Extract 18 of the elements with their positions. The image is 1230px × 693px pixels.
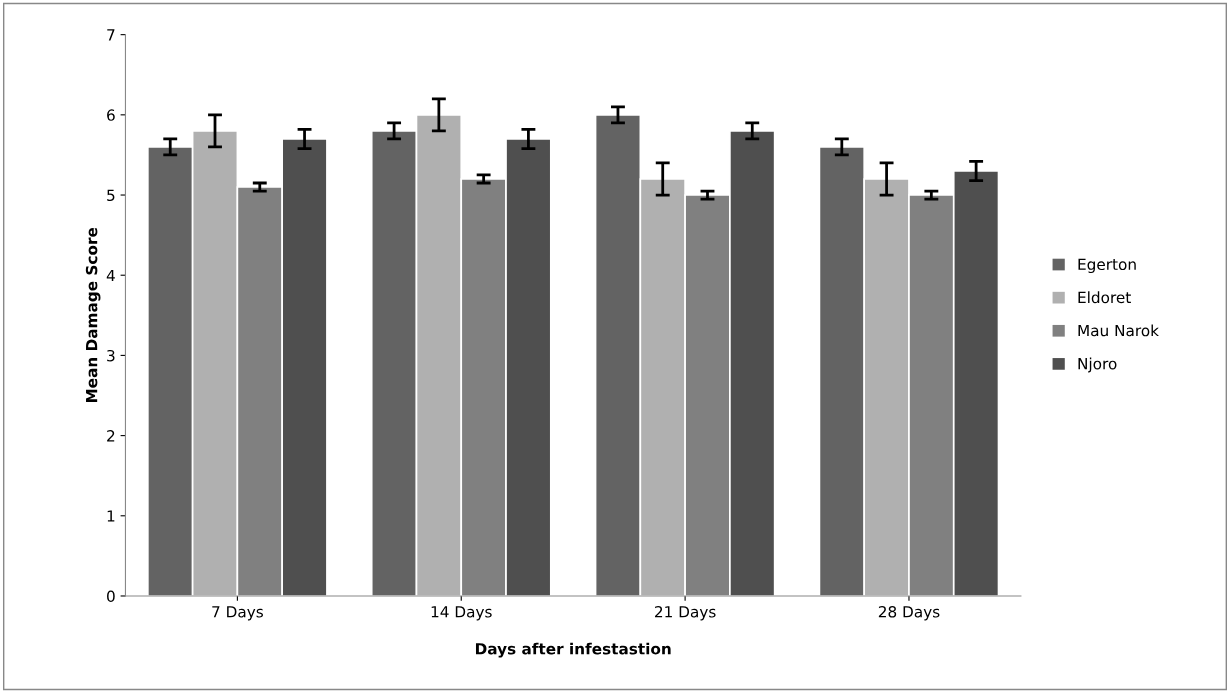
x-tick-label: 7 Days bbox=[212, 606, 263, 621]
legend-label: Eldoret bbox=[1078, 291, 1131, 304]
x-tick-label: 28 Days bbox=[878, 605, 940, 621]
x-tick-label: 14 Days bbox=[431, 606, 492, 621]
y-tick-label: 5 bbox=[107, 189, 115, 202]
x-axis-title: Days after infestastion bbox=[475, 642, 671, 658]
legend-label: Egerton bbox=[1078, 258, 1136, 274]
legend-label: Njoro bbox=[1078, 357, 1117, 373]
y-tick-label: 2 bbox=[107, 430, 115, 442]
y-tick-label: 7 bbox=[107, 29, 115, 41]
y-axis-title: Mean Damage Score bbox=[85, 227, 101, 403]
y-tick-label: 6 bbox=[107, 109, 115, 121]
legend-label: Mau Narok bbox=[1078, 324, 1159, 337]
x-tick-label: 21 Days bbox=[655, 605, 716, 621]
y-tick-label: 1 bbox=[107, 510, 115, 522]
y-tick-label: 4 bbox=[106, 269, 115, 282]
y-tick-label: 0 bbox=[107, 590, 115, 602]
y-tick-label: 3 bbox=[107, 349, 115, 362]
